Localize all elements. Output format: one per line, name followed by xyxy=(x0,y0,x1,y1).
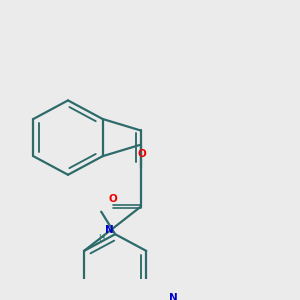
Text: N: N xyxy=(105,225,114,235)
Text: N: N xyxy=(169,293,178,300)
Text: O: O xyxy=(137,149,146,159)
Text: H: H xyxy=(98,234,105,243)
Text: O: O xyxy=(108,194,117,204)
